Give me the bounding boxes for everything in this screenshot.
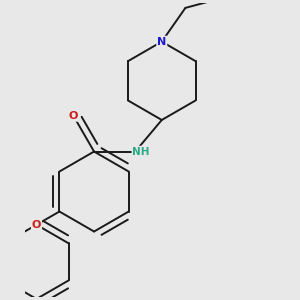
Text: N: N [157,37,167,46]
Text: O: O [69,111,78,121]
Text: NH: NH [132,146,150,157]
Text: O: O [32,220,41,230]
